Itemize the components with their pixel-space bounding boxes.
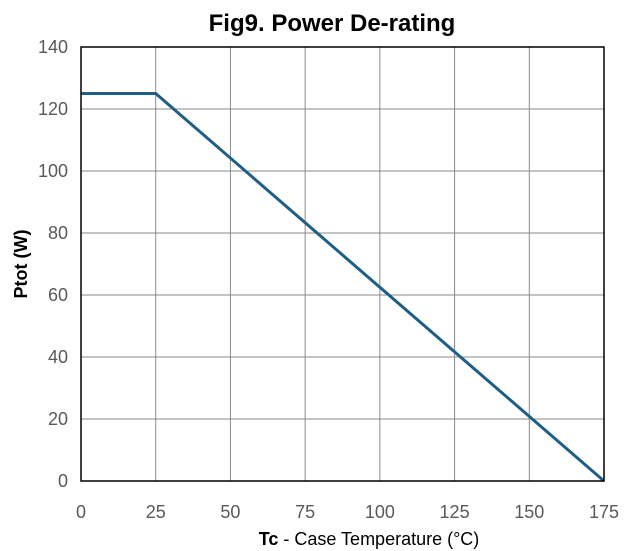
y-tick-label: 140 bbox=[38, 37, 68, 57]
chart-title: Fig9. Power De-rating bbox=[209, 10, 456, 37]
y-tick-label: 20 bbox=[48, 409, 68, 429]
y-tick-label: 0 bbox=[58, 471, 68, 491]
plot-area bbox=[80, 46, 605, 482]
x-axis-ticks: 0 25 50 75 100 125 150 175 bbox=[76, 502, 619, 522]
x-axis-title-text: - Case Temperature (°C) bbox=[278, 529, 479, 549]
x-axis-title: Tc - Case Temperature (°C) bbox=[259, 529, 480, 549]
y-tick-label: 100 bbox=[38, 161, 68, 181]
y-axis-title: Ptot (W) bbox=[11, 230, 31, 299]
x-tick-label: 75 bbox=[295, 502, 315, 522]
x-tick-label: 125 bbox=[440, 502, 470, 522]
x-tick-label: 175 bbox=[589, 502, 619, 522]
x-axis-title-symbol: Tc bbox=[259, 529, 279, 549]
x-tick-label: 25 bbox=[146, 502, 166, 522]
grid bbox=[80, 46, 605, 482]
y-tick-label: 120 bbox=[38, 99, 68, 119]
y-tick-label: 60 bbox=[48, 285, 68, 305]
series-layer bbox=[81, 92, 605, 483]
y-axis-ticks: 0 20 40 60 80 100 120 140 bbox=[38, 37, 68, 491]
x-tick-label: 150 bbox=[514, 502, 544, 522]
y-tick-label: 40 bbox=[48, 347, 68, 367]
derating-curve bbox=[81, 92, 605, 483]
y-tick-label: 80 bbox=[48, 223, 68, 243]
x-tick-label: 50 bbox=[220, 502, 240, 522]
x-tick-label: 0 bbox=[76, 502, 86, 522]
x-tick-label: 100 bbox=[365, 502, 395, 522]
